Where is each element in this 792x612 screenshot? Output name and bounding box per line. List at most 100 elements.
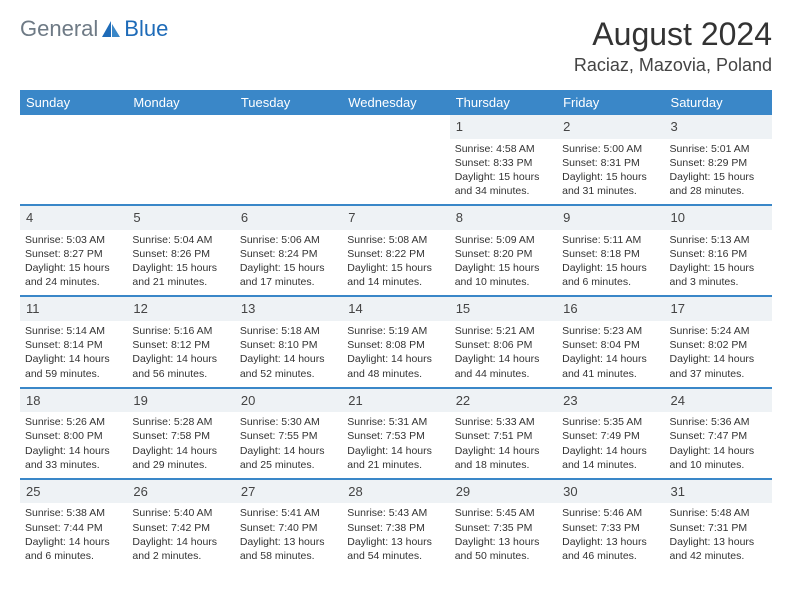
day-sunset: Sunset: 8:16 PM — [670, 247, 767, 261]
day-sunrise: Sunrise: 5:35 AM — [562, 415, 659, 429]
weekday-header: Tuesday — [235, 90, 342, 115]
day-cell: 18Sunrise: 5:26 AMSunset: 8:00 PMDayligh… — [20, 389, 127, 478]
day-sunrise: Sunrise: 5:01 AM — [670, 142, 767, 156]
day-sunrise: Sunrise: 5:26 AM — [25, 415, 122, 429]
day-number: 30 — [557, 480, 664, 504]
day-sunrise: Sunrise: 5:14 AM — [25, 324, 122, 338]
day-daylight: Daylight: 14 hours and 59 minutes. — [25, 352, 122, 380]
day-cell: 6Sunrise: 5:06 AMSunset: 8:24 PMDaylight… — [235, 206, 342, 295]
day-sunrise: Sunrise: 5:06 AM — [240, 233, 337, 247]
weekday-header: Friday — [557, 90, 664, 115]
day-sunrise: Sunrise: 5:24 AM — [670, 324, 767, 338]
day-sunset: Sunset: 8:18 PM — [562, 247, 659, 261]
day-sunrise: Sunrise: 5:23 AM — [562, 324, 659, 338]
day-daylight: Daylight: 13 hours and 50 minutes. — [455, 535, 552, 563]
day-daylight: Daylight: 14 hours and 14 minutes. — [562, 444, 659, 472]
day-number: 23 — [557, 389, 664, 413]
day-daylight: Daylight: 15 hours and 6 minutes. — [562, 261, 659, 289]
day-number: 14 — [342, 297, 449, 321]
day-number: 16 — [557, 297, 664, 321]
day-cell: 10Sunrise: 5:13 AMSunset: 8:16 PMDayligh… — [665, 206, 772, 295]
logo-text-blue: Blue — [124, 16, 168, 42]
day-cell — [127, 115, 234, 204]
logo-text-general: General — [20, 16, 98, 42]
day-daylight: Daylight: 14 hours and 21 minutes. — [347, 444, 444, 472]
day-cell: 8Sunrise: 5:09 AMSunset: 8:20 PMDaylight… — [450, 206, 557, 295]
day-sunset: Sunset: 8:04 PM — [562, 338, 659, 352]
day-sunset: Sunset: 8:29 PM — [670, 156, 767, 170]
day-number: 3 — [665, 115, 772, 139]
day-daylight: Daylight: 14 hours and 41 minutes. — [562, 352, 659, 380]
week-row: 18Sunrise: 5:26 AMSunset: 8:00 PMDayligh… — [20, 387, 772, 478]
day-number: 24 — [665, 389, 772, 413]
day-cell: 24Sunrise: 5:36 AMSunset: 7:47 PMDayligh… — [665, 389, 772, 478]
day-sunset: Sunset: 8:12 PM — [132, 338, 229, 352]
day-cell: 12Sunrise: 5:16 AMSunset: 8:12 PMDayligh… — [127, 297, 234, 386]
day-sunrise: Sunrise: 5:38 AM — [25, 506, 122, 520]
day-sunrise: Sunrise: 5:19 AM — [347, 324, 444, 338]
day-cell — [342, 115, 449, 204]
day-daylight: Daylight: 15 hours and 10 minutes. — [455, 261, 552, 289]
day-sunrise: Sunrise: 5:48 AM — [670, 506, 767, 520]
day-number: 22 — [450, 389, 557, 413]
day-sunset: Sunset: 7:55 PM — [240, 429, 337, 443]
day-sunrise: Sunrise: 5:28 AM — [132, 415, 229, 429]
week-row: 11Sunrise: 5:14 AMSunset: 8:14 PMDayligh… — [20, 295, 772, 386]
weekday-header: Saturday — [665, 90, 772, 115]
day-sunrise: Sunrise: 5:18 AM — [240, 324, 337, 338]
day-sunset: Sunset: 8:33 PM — [455, 156, 552, 170]
day-sunset: Sunset: 7:51 PM — [455, 429, 552, 443]
day-number: 12 — [127, 297, 234, 321]
day-sunrise: Sunrise: 5:00 AM — [562, 142, 659, 156]
day-sunset: Sunset: 8:31 PM — [562, 156, 659, 170]
day-cell: 31Sunrise: 5:48 AMSunset: 7:31 PMDayligh… — [665, 480, 772, 569]
sail-icon — [100, 19, 122, 39]
day-sunset: Sunset: 7:42 PM — [132, 521, 229, 535]
day-number: 26 — [127, 480, 234, 504]
weeks-container: 1Sunrise: 4:58 AMSunset: 8:33 PMDaylight… — [20, 115, 772, 569]
day-daylight: Daylight: 14 hours and 48 minutes. — [347, 352, 444, 380]
day-cell: 5Sunrise: 5:04 AMSunset: 8:26 PMDaylight… — [127, 206, 234, 295]
day-sunset: Sunset: 8:22 PM — [347, 247, 444, 261]
day-number: 7 — [342, 206, 449, 230]
week-row: 1Sunrise: 4:58 AMSunset: 8:33 PMDaylight… — [20, 115, 772, 204]
day-cell: 23Sunrise: 5:35 AMSunset: 7:49 PMDayligh… — [557, 389, 664, 478]
day-sunset: Sunset: 7:33 PM — [562, 521, 659, 535]
day-daylight: Daylight: 14 hours and 6 minutes. — [25, 535, 122, 563]
day-sunset: Sunset: 8:10 PM — [240, 338, 337, 352]
day-number: 9 — [557, 206, 664, 230]
day-cell: 25Sunrise: 5:38 AMSunset: 7:44 PMDayligh… — [20, 480, 127, 569]
day-sunrise: Sunrise: 5:09 AM — [455, 233, 552, 247]
week-row: 25Sunrise: 5:38 AMSunset: 7:44 PMDayligh… — [20, 478, 772, 569]
day-sunrise: Sunrise: 4:58 AM — [455, 142, 552, 156]
day-sunset: Sunset: 8:26 PM — [132, 247, 229, 261]
day-cell: 22Sunrise: 5:33 AMSunset: 7:51 PMDayligh… — [450, 389, 557, 478]
day-cell: 20Sunrise: 5:30 AMSunset: 7:55 PMDayligh… — [235, 389, 342, 478]
day-sunset: Sunset: 7:53 PM — [347, 429, 444, 443]
day-daylight: Daylight: 15 hours and 3 minutes. — [670, 261, 767, 289]
day-sunrise: Sunrise: 5:13 AM — [670, 233, 767, 247]
weekday-header: Thursday — [450, 90, 557, 115]
day-number: 20 — [235, 389, 342, 413]
day-number: 15 — [450, 297, 557, 321]
day-sunrise: Sunrise: 5:43 AM — [347, 506, 444, 520]
weekday-header-row: SundayMondayTuesdayWednesdayThursdayFrid… — [20, 90, 772, 115]
day-sunset: Sunset: 7:58 PM — [132, 429, 229, 443]
day-cell: 2Sunrise: 5:00 AMSunset: 8:31 PMDaylight… — [557, 115, 664, 204]
day-sunset: Sunset: 8:20 PM — [455, 247, 552, 261]
day-sunrise: Sunrise: 5:33 AM — [455, 415, 552, 429]
day-sunrise: Sunrise: 5:04 AM — [132, 233, 229, 247]
day-cell: 28Sunrise: 5:43 AMSunset: 7:38 PMDayligh… — [342, 480, 449, 569]
logo: General Blue — [20, 16, 168, 42]
day-number: 27 — [235, 480, 342, 504]
day-daylight: Daylight: 14 hours and 52 minutes. — [240, 352, 337, 380]
day-daylight: Daylight: 14 hours and 44 minutes. — [455, 352, 552, 380]
day-sunrise: Sunrise: 5:30 AM — [240, 415, 337, 429]
day-cell: 17Sunrise: 5:24 AMSunset: 8:02 PMDayligh… — [665, 297, 772, 386]
day-number: 25 — [20, 480, 127, 504]
day-daylight: Daylight: 14 hours and 10 minutes. — [670, 444, 767, 472]
day-number: 19 — [127, 389, 234, 413]
day-number: 5 — [127, 206, 234, 230]
day-cell: 27Sunrise: 5:41 AMSunset: 7:40 PMDayligh… — [235, 480, 342, 569]
day-number: 17 — [665, 297, 772, 321]
